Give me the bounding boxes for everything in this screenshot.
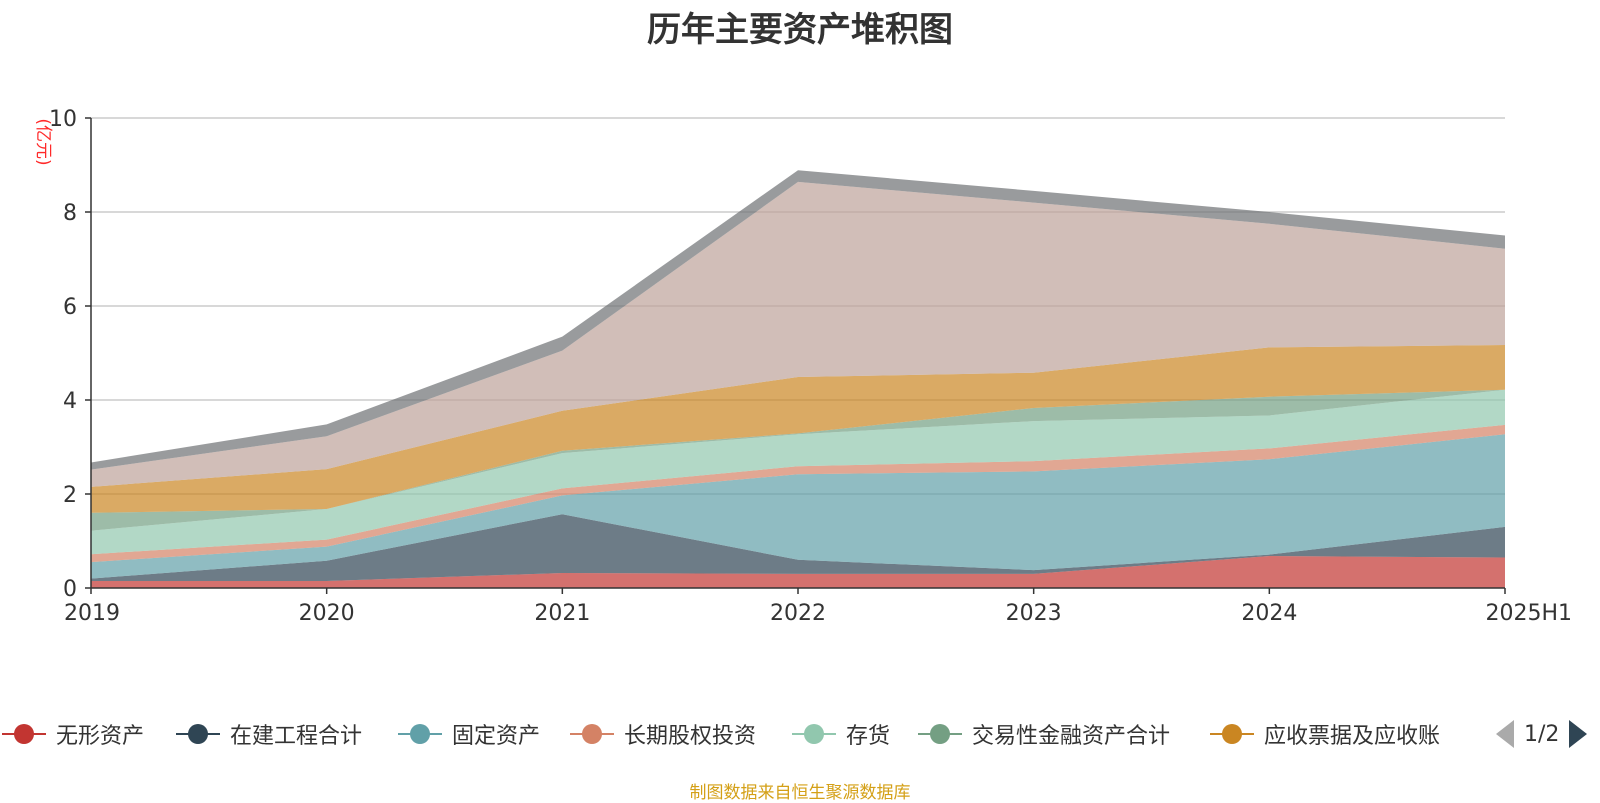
- legend-marker-icon: [568, 716, 616, 752]
- area-series-5[interactable]: [91, 389, 1505, 531]
- x-tick-label: 2023: [1006, 601, 1062, 626]
- area-series-7[interactable]: [91, 181, 1505, 487]
- legend-marker-icon: [916, 716, 964, 752]
- y-tick-label: 6: [63, 295, 77, 320]
- legend-marker-icon: [0, 716, 48, 752]
- legend-page-indicator: 1/2: [1524, 721, 1560, 747]
- legend-marker-icon: [174, 716, 222, 752]
- y-tick-label: 4: [63, 389, 77, 414]
- next-page-arrow-icon[interactable]: [1569, 720, 1588, 748]
- chart-title: 历年主要资产堆积图: [647, 10, 953, 50]
- prev-page-arrow-icon[interactable]: [1496, 720, 1514, 748]
- legend-pager: 1/2: [1496, 716, 1588, 752]
- area-series-2[interactable]: [91, 434, 1505, 579]
- legend-label: 存货: [846, 724, 891, 749]
- x-tick-label: 2024: [1241, 601, 1297, 626]
- y-tick-label: 0: [63, 577, 77, 602]
- y-axis-unit-label: (亿元): [33, 118, 53, 165]
- y-tick-label: 10: [49, 107, 77, 132]
- x-tick-label: 2020: [299, 601, 355, 626]
- area-series-1[interactable]: [91, 514, 1505, 581]
- legend-label: 无形资产: [56, 724, 145, 749]
- legend-item-5[interactable]: 交易性金融资产合计: [916, 716, 1170, 752]
- legend-item-3[interactable]: 长期股权投资: [568, 716, 756, 752]
- y-tick-label: 8: [63, 201, 77, 226]
- legend-label: 在建工程合计: [230, 724, 363, 749]
- legend-item-2[interactable]: 固定资产: [396, 716, 540, 752]
- legend: 无形资产 在建工程合计 固定资产 长期股权投资 存货 交易性金融资产合计 应收票据及应收账: [0, 716, 1600, 752]
- legend-item-4[interactable]: 存货: [790, 716, 890, 752]
- legend-item-0[interactable]: 无形资产: [0, 716, 144, 752]
- legend-marker-icon: [790, 716, 838, 752]
- area-series-3[interactable]: [91, 424, 1505, 563]
- x-tick-label: 2022: [770, 601, 826, 626]
- x-tick-label: 2025H1: [1485, 601, 1572, 626]
- data-source-note: 制图数据来自恒生聚源数据库: [689, 783, 911, 803]
- stacked-area-chart: 0 2 4 6 8 10 2019 2020 2021 2022 2023 2024 2025H1 (亿…: [33, 107, 1572, 626]
- legend-item-1[interactable]: 在建工程合计: [174, 716, 362, 752]
- area-series-0[interactable]: [91, 556, 1505, 588]
- legend-label: 固定资产: [452, 724, 541, 749]
- x-tick-label: 2019: [64, 601, 120, 626]
- area-series-8[interactable]: [91, 170, 1505, 470]
- legend-item-6[interactable]: 应收票据及应收账: [1208, 716, 1440, 752]
- legend-marker-icon: [396, 716, 444, 752]
- y-tick-label: 2: [63, 483, 77, 508]
- legend-marker-icon: [1208, 716, 1256, 752]
- area-series-4[interactable]: [91, 389, 1505, 555]
- x-tick-label: 2021: [534, 601, 590, 626]
- legend-label: 交易性金融资产合计: [972, 724, 1171, 749]
- legend-label: 长期股权投资: [624, 724, 757, 749]
- area-series-6[interactable]: [91, 345, 1505, 513]
- legend-label: 应收票据及应收账: [1264, 724, 1441, 749]
